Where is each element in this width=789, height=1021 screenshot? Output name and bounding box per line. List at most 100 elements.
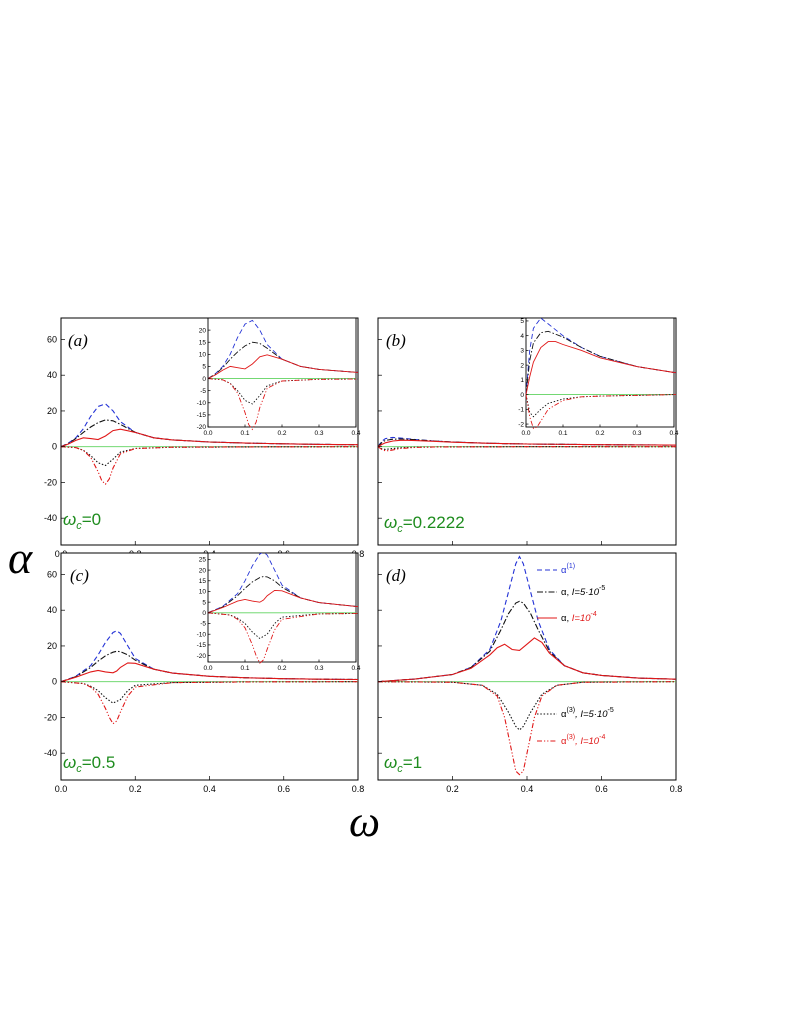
x-tick-label: 0.2 [277,665,286,672]
series-line-a_low [207,341,358,379]
omega-symbol: ω [384,513,397,532]
legend-label-a3_high: α(3), I=10-4 [561,734,605,747]
x-tick-label: 0.4 [521,784,534,794]
x-tick-label: 0.0 [203,665,212,672]
panel-label: (a) [68,331,88,350]
x-tick-label: 0.1 [240,665,249,672]
panel-c: 0.0 0.2 0.4 0.6 0.8 60 40 20 0 -20 -40 (c) ωc=0.5 0.0… [44,552,365,794]
y-tick-label: -40 [44,513,57,523]
y-tick-label: -20 [197,424,207,431]
legend-tail-sup: -4 [599,734,605,741]
series-line-a_high [525,341,676,395]
legend-alpha: α [561,565,567,576]
y-tick-label: 0 [52,677,57,687]
y-tick-label: 40 [47,605,57,615]
series-line-a3_high [61,446,358,486]
y-tick-label: -5 [200,388,206,395]
y-tick-label: -10 [197,631,207,638]
y-tick-label: 15 [199,578,207,585]
omega-value: =0.5 [82,753,116,772]
legend-tail-sup: -4 [591,611,597,618]
x-tick-label: 0.2 [595,430,604,437]
legend-alpha: α [561,709,567,720]
y-tick-label: 10 [199,352,207,359]
omega-sub: c [397,523,403,535]
y-tick-label: 20 [199,567,207,574]
legend-alpha: α [561,736,567,747]
legend-label-a_high: α, I=10-4 [561,611,597,624]
series-line-a_high [378,637,676,683]
series-line-a3_high [378,681,676,776]
y-tick-label: 0 [52,442,57,452]
y-tick-label: 40 [47,370,57,380]
legend-tail-sup: -5 [599,585,605,592]
legend-tail: , I=10 [575,736,600,747]
y-tick-label: 15 [199,339,207,346]
series-line-a1 [207,319,358,379]
series-line-a1 [61,630,358,683]
x-tick-label: 0.4 [669,430,678,437]
series-line-a3_high [207,612,358,664]
y-tick-label: -20 [197,653,207,660]
y-tick-label: -2 [518,421,524,428]
plot-frame [377,552,677,781]
x-axis-label: ω [349,797,380,846]
series-line-a_low [525,330,676,395]
y-tick-label: 2 [520,362,524,369]
y-tick-label: 20 [47,406,57,416]
y-tick-label: 5 [202,599,206,606]
y-tick-label: 25 [199,557,207,564]
omega-sub: c [76,763,82,775]
panel-d: 0.2 0.4 0.6 0.8 (d) ωc=1 [377,552,682,794]
y-tick-label: 5 [202,364,206,371]
legend-sup: (3) [567,707,576,714]
series-line-a_high [207,354,358,380]
omega-c-label: ωc=1 [384,753,422,775]
y-axis-label: α [8,532,33,583]
legend-tail: I=5·10 [572,587,600,598]
panel-b: (b) ωc=0.2222 0.0 0.1 0.2 0.3 0.4 5 4 3 2 1 0 -1 -2 [377,317,679,546]
x-tick-label: 0.3 [314,665,323,672]
x-tick-label: 0.3 [632,430,641,437]
legend-label-a3_low: α(3), I=5·10-5 [561,707,614,720]
x-tick-label: 0.2 [129,784,142,794]
y-tick-label: 0 [520,392,524,399]
series-line-a1 [61,403,358,448]
panel-label: (b) [386,331,406,350]
x-tick-label: 0.0 [203,430,212,437]
legend-alpha: α, [561,587,572,598]
x-tick-label: 0.0 [521,430,530,437]
y-tick-label: 60 [47,334,57,344]
x-tick-label: 0.6 [595,784,608,794]
omega-c-label: ωc=0.5 [63,753,115,775]
legend-sup: (1) [567,563,576,570]
x-tick-label: 0.3 [314,430,323,437]
x-tick-label: 0.1 [558,430,567,437]
y-tick-label: 1 [520,377,524,384]
y-tick-label: -20 [44,712,57,722]
panel-a: 0.00.20.40.60.86040200-20-40(a)ωc=00.00.… [44,317,364,559]
legend-sup: (3) [567,734,576,741]
series-line-a_high [378,439,676,448]
legend-label-a_low: α, I=5·10-5 [561,585,605,598]
omega-value: =1 [403,753,422,772]
x-tick-label: 0.1 [240,430,249,437]
x-tick-label: 0.2 [277,430,286,437]
legend-tail: I=10 [572,613,591,624]
inset-frame [207,552,357,663]
omega-symbol: ω [63,510,76,529]
x-tick-label: 0.8 [352,784,365,794]
inset-frame [525,317,675,428]
y-tick-label: -10 [197,400,207,407]
omega-c-label: ωc=0.2222 [384,513,465,535]
x-tick-label: 0.0 [55,784,68,794]
y-tick-label: -5 [200,621,206,628]
inset-plot: 0.0 0.1 0.2 0.3 0.4 20 15 10 5 0 -5 -10 -15 -20 [197,317,361,437]
series-line-a_high [61,428,358,448]
y-tick-label: 10 [199,589,207,596]
omega-sub: c [76,520,82,532]
omega-c-label: ωc=0 [63,510,101,532]
omega-symbol: ω [63,753,76,772]
legend: α(1)α, I=5·10-5α, I=10-4α(3), I=5·10-5α(… [537,563,614,747]
